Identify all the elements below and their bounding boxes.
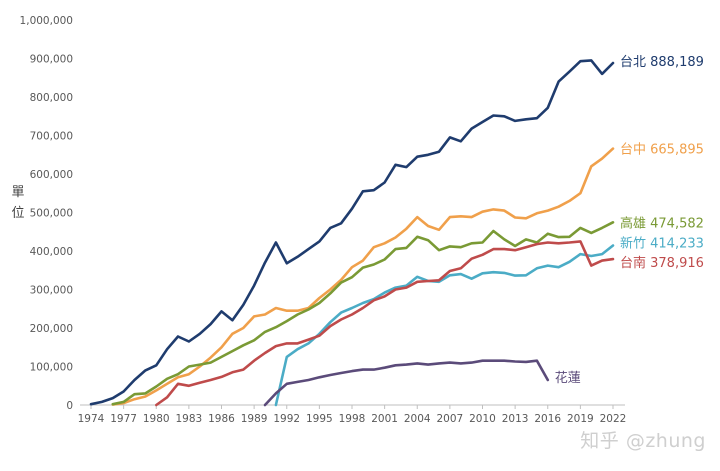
x-tick-label: 2004 [404, 413, 431, 425]
x-tick-label: 1983 [176, 413, 203, 425]
y-tick-label: 100,000 [30, 362, 73, 374]
y-tick-label: 400,000 [30, 246, 73, 258]
x-tick-label: 2007 [437, 413, 464, 425]
x-tick-label: 1989 [241, 413, 268, 425]
y-tick-label: 700,000 [30, 131, 73, 143]
series-line-4 [155, 240, 615, 407]
x-tick-label: 2016 [534, 413, 561, 425]
series-label: 台南 378,916 [620, 255, 704, 271]
x-tick-label: 1998 [339, 413, 366, 425]
y-tick-label: 0 [66, 400, 73, 412]
x-tick-label: 1986 [208, 413, 235, 425]
series-line-3 [274, 244, 615, 407]
series-label: 新竹 414,233 [620, 236, 704, 252]
y-tick-label: 200,000 [30, 323, 73, 335]
x-tick-label: 2022 [600, 413, 627, 425]
y-tick-label: 800,000 [30, 92, 73, 104]
y-axis-label: 位 [11, 206, 24, 221]
y-axis-label: 單 [11, 185, 24, 200]
series-line-5 [263, 359, 550, 407]
x-tick-label: 2013 [502, 413, 529, 425]
watermark: 知乎 @zhung [580, 430, 706, 452]
series-label: 台北 888,189 [620, 55, 704, 70]
x-tick-label: 2010 [469, 413, 496, 425]
x-tick-label: 1977 [110, 413, 137, 425]
y-tick-label: 1,000,000 [20, 15, 73, 27]
series-label: 花蓮 [555, 370, 581, 386]
series-line-2 [111, 221, 615, 406]
x-tick-label: 1980 [143, 413, 170, 425]
series-line-0 [89, 59, 615, 406]
y-tick-label: 300,000 [30, 285, 73, 297]
series-line-1 [111, 147, 615, 406]
x-tick-label: 1992 [273, 413, 300, 425]
x-tick-label: 2019 [567, 413, 594, 425]
series-label: 台中 665,895 [620, 143, 704, 158]
x-tick-label: 1974 [78, 413, 105, 425]
x-tick-label: 2001 [371, 413, 398, 425]
series-label: 高雄 474,582 [620, 215, 704, 231]
y-tick-label: 600,000 [30, 169, 73, 181]
y-tick-label: 900,000 [30, 54, 73, 66]
x-tick-label: 1995 [306, 413, 333, 425]
y-tick-label: 500,000 [30, 208, 73, 220]
